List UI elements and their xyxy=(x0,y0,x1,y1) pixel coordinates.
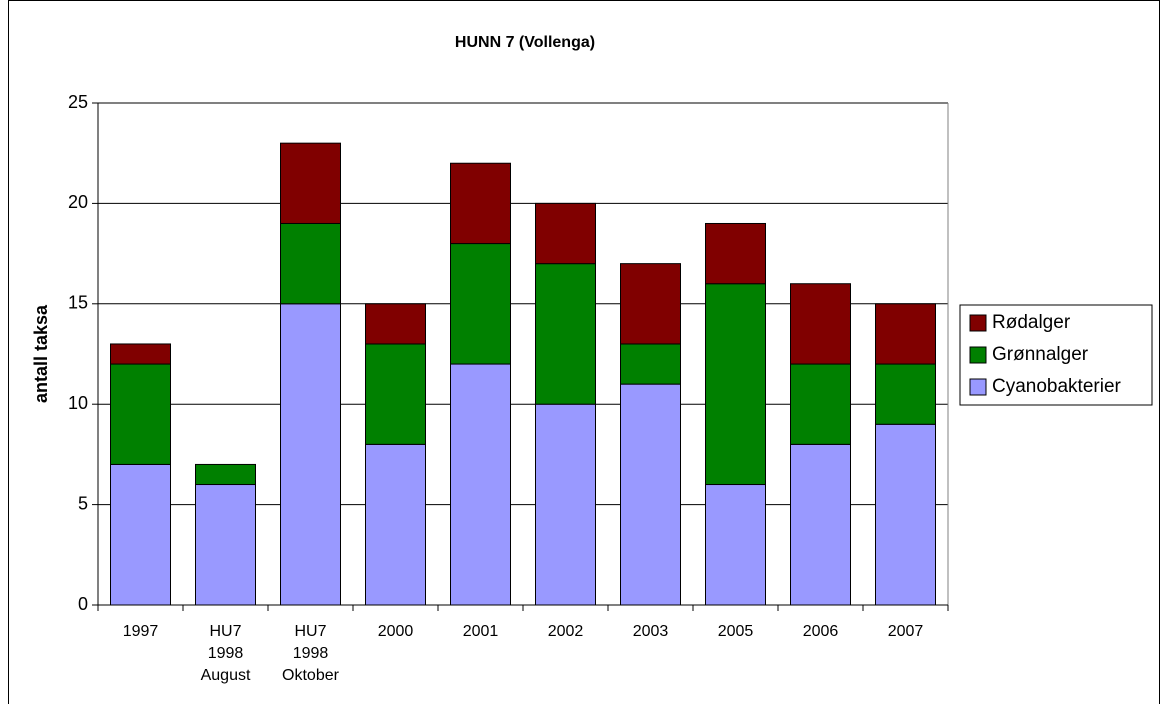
bar-segment xyxy=(705,283,766,486)
x-tick-label: 2005 xyxy=(718,623,754,640)
y-tick-label: 20 xyxy=(68,192,88,212)
x-tick-label: 1998 xyxy=(208,645,244,662)
bar-segment xyxy=(535,403,596,606)
legend-label: Grønnalger xyxy=(992,344,1089,365)
bar-segment xyxy=(280,303,341,606)
bar-segment xyxy=(875,303,936,365)
bar-segment xyxy=(705,484,766,606)
bar-segment xyxy=(535,202,596,265)
legend-swatch xyxy=(969,314,987,332)
bar-segment xyxy=(705,222,766,285)
x-tick-label: August xyxy=(201,667,251,684)
bar-segment xyxy=(620,343,681,385)
bar-segment xyxy=(450,243,511,365)
bar-segment xyxy=(110,363,171,465)
legend-swatch xyxy=(969,378,987,396)
bar-segment xyxy=(110,463,171,606)
bar-segment xyxy=(790,283,851,365)
legend-label: Rødalger xyxy=(992,312,1071,333)
bar-segment xyxy=(620,263,681,345)
bar-segment xyxy=(875,423,936,606)
x-tick-label: 2003 xyxy=(633,623,669,640)
x-tick-label: 2006 xyxy=(803,623,839,640)
bar-segment xyxy=(620,383,681,606)
bar-segment xyxy=(195,463,256,486)
bar-segment xyxy=(280,222,341,305)
x-tick-label: 2002 xyxy=(548,623,584,640)
y-tick-label: 25 xyxy=(68,92,88,112)
legend-swatch xyxy=(969,346,987,364)
bar-segment xyxy=(280,142,341,224)
y-tick-label: 0 xyxy=(78,594,88,614)
y-tick-label: 10 xyxy=(68,393,88,413)
bar-segment xyxy=(790,443,851,606)
bar-segment xyxy=(365,443,426,606)
bar-segment xyxy=(875,363,936,425)
x-tick-label: 1997 xyxy=(123,623,159,640)
bar-segment xyxy=(110,343,171,365)
y-tick-label: 15 xyxy=(68,293,88,313)
x-tick-label: HU7 xyxy=(294,623,326,640)
bar-segment xyxy=(450,363,511,606)
bar-segment xyxy=(535,263,596,405)
legend-box xyxy=(959,304,1153,406)
legend-label: Cyanobakterier xyxy=(992,376,1122,397)
x-tick-label: 1998 xyxy=(293,645,329,662)
x-tick-label: 2001 xyxy=(463,623,499,640)
y-axis-label: antall taksa xyxy=(31,304,51,403)
bar-segment xyxy=(195,484,256,606)
y-tick-label: 5 xyxy=(78,493,88,513)
x-tick-label: Oktober xyxy=(282,667,340,684)
bar-segment xyxy=(365,303,426,345)
chart-title: HUNN 7 (Vollenga) xyxy=(455,34,595,51)
x-tick-label: HU7 xyxy=(209,623,241,640)
x-tick-label: 2000 xyxy=(378,623,414,640)
x-tick-label: 2007 xyxy=(888,623,924,640)
bar-segment xyxy=(790,363,851,445)
bar-segment xyxy=(450,162,511,245)
bar-segment xyxy=(365,343,426,445)
